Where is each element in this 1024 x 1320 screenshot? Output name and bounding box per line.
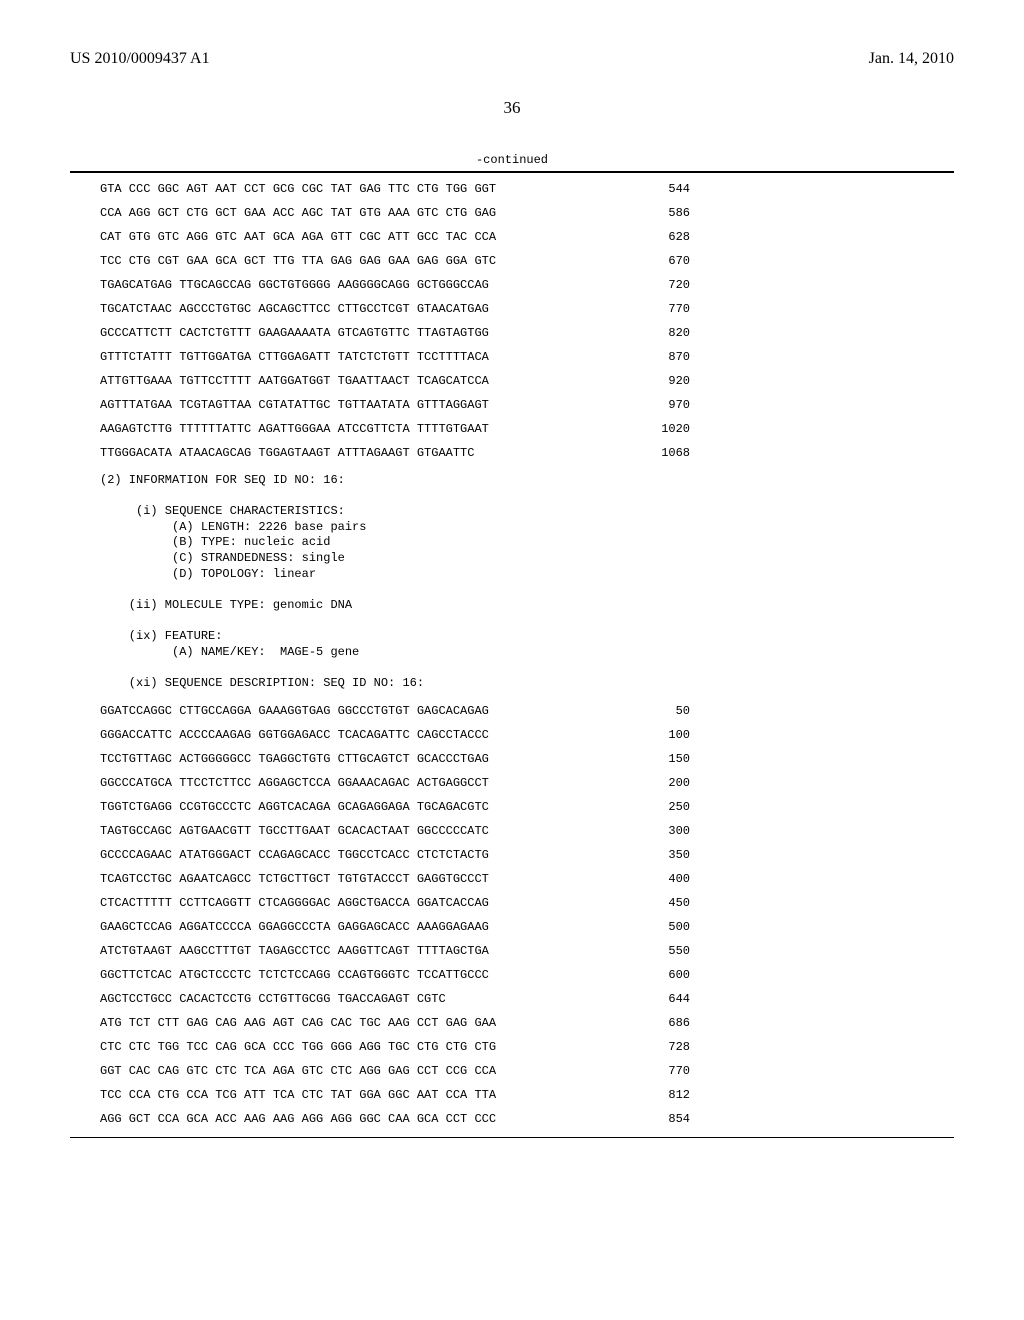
sequence-row: TCAGTCCTGC AGAATCAGCC TCTGCTTGCT TGTGTAC… [100, 873, 954, 885]
sequence-text: AGG GCT CCA GCA ACC AAG AAG AGG AGG GGC … [100, 1113, 620, 1125]
sequence-text: GTTTCTATTT TGTTGGATGA CTTGGAGATT TATCTCT… [100, 351, 620, 363]
sequence-row: TAGTGCCAGC AGTGAACGTT TGCCTTGAAT GCACACT… [100, 825, 954, 837]
sequence-position: 1068 [620, 447, 690, 459]
sequence-row: TTGGGACATA ATAACAGCAG TGGAGTAAGT ATTTAGA… [100, 447, 954, 459]
sequence-row: AGG GCT CCA GCA ACC AAG AAG AGG AGG GGC … [100, 1113, 954, 1125]
sequence-position: 150 [620, 753, 690, 765]
rule-bottom [70, 1137, 954, 1138]
sequence-position: 300 [620, 825, 690, 837]
sequence-row: GGGACCATTC ACCCCAAGAG GGTGGAGACC TCACAGA… [100, 729, 954, 741]
sequence-text: GCCCCAGAAC ATATGGGACT CCAGAGCACC TGGCCTC… [100, 849, 620, 861]
sequence-position: 628 [620, 231, 690, 243]
sequence-row: TGAGCATGAG TTGCAGCCAG GGCTGTGGGG AAGGGGC… [100, 279, 954, 291]
sequence-position: 1020 [620, 423, 690, 435]
sequence-row: ATG TCT CTT GAG CAG AAG AGT CAG CAC TGC … [100, 1017, 954, 1029]
sequence-row: GGT CAC CAG GTC CTC TCA AGA GTC CTC AGG … [100, 1065, 954, 1077]
sequence-position: 400 [620, 873, 690, 885]
sequence-position: 728 [620, 1041, 690, 1053]
sequence-text: TCAGTCCTGC AGAATCAGCC TCTGCTTGCT TGTGTAC… [100, 873, 620, 885]
sequence-row: CTCACTTTTT CCTTCAGGTT CTCAGGGGAC AGGCTGA… [100, 897, 954, 909]
sequence-text: AGTTTATGAA TCGTAGTTAA CGTATATTGC TGTTAAT… [100, 399, 620, 411]
sequence-position: 100 [620, 729, 690, 741]
sequence-text: CTC CTC TGG TCC CAG GCA CCC TGG GGG AGG … [100, 1041, 620, 1053]
sequence-text: GGGACCATTC ACCCCAAGAG GGTGGAGACC TCACAGA… [100, 729, 620, 741]
sequence-position: 500 [620, 921, 690, 933]
sequence-text: TGGTCTGAGG CCGTGCCCTC AGGTCACAGA GCAGAGG… [100, 801, 620, 813]
sequence-position: 770 [620, 303, 690, 315]
sequence-position: 644 [620, 993, 690, 1005]
sequence-position: 586 [620, 207, 690, 219]
sequence-row: CCA AGG GCT CTG GCT GAA ACC AGC TAT GTG … [100, 207, 954, 219]
publication-number: US 2010/0009437 A1 [70, 50, 210, 68]
sequence-row: GAAGCTCCAG AGGATCCCCA GGAGGCCCTA GAGGAGC… [100, 921, 954, 933]
sequence-position: 200 [620, 777, 690, 789]
sequence-position: 350 [620, 849, 690, 861]
sequence-text: GCCCATTCTT CACTCTGTTT GAAGAAAATA GTCAGTG… [100, 327, 620, 339]
sequence-text: ATTGTTGAAA TGTTCCTTTT AATGGATGGT TGAATTA… [100, 375, 620, 387]
sequence-position: 920 [620, 375, 690, 387]
page-number: 36 [70, 98, 954, 118]
sequence-text: TCC CTG CGT GAA GCA GCT TTG TTA GAG GAG … [100, 255, 620, 267]
sequence-row: GGATCCAGGC CTTGCCAGGA GAAAGGTGAG GGCCCTG… [100, 705, 954, 717]
sequence-text: CCA AGG GCT CTG GCT GAA ACC AGC TAT GTG … [100, 207, 620, 219]
sequence-text: ATCTGTAAGT AAGCCTTTGT TAGAGCCTCC AAGGTTC… [100, 945, 620, 957]
sequence-text: TTGGGACATA ATAACAGCAG TGGAGTAAGT ATTTAGA… [100, 447, 620, 459]
sequence-row: CTC CTC TGG TCC CAG GCA CCC TGG GGG AGG … [100, 1041, 954, 1053]
sequence-block-bottom: GGATCCAGGC CTTGCCAGGA GAAAGGTGAG GGCCCTG… [100, 705, 954, 1125]
sequence-position: 450 [620, 897, 690, 909]
sequence-text: GTA CCC GGC AGT AAT CCT GCG CGC TAT GAG … [100, 183, 620, 195]
sequence-text: GGT CAC CAG GTC CTC TCA AGA GTC CTC AGG … [100, 1065, 620, 1077]
sequence-row: TCC CTG CGT GAA GCA GCT TTG TTA GAG GAG … [100, 255, 954, 267]
sequence-text: GGCTTCTCAC ATGCTCCCTC TCTCTCCAGG CCAGTGG… [100, 969, 620, 981]
sequence-position: 870 [620, 351, 690, 363]
sequence-row: GTTTCTATTT TGTTGGATGA CTTGGAGATT TATCTCT… [100, 351, 954, 363]
sequence-text: TGAGCATGAG TTGCAGCCAG GGCTGTGGGG AAGGGGC… [100, 279, 620, 291]
sequence-row: CAT GTG GTC AGG GTC AAT GCA AGA GTT CGC … [100, 231, 954, 243]
sequence-row: TGCATCTAAC AGCCCTGTGC AGCAGCTTCC CTTGCCT… [100, 303, 954, 315]
sequence-text: TGCATCTAAC AGCCCTGTGC AGCAGCTTCC CTTGCCT… [100, 303, 620, 315]
sequence-row: ATTGTTGAAA TGTTCCTTTT AATGGATGGT TGAATTA… [100, 375, 954, 387]
sequence-position: 820 [620, 327, 690, 339]
sequence-text: GAAGCTCCAG AGGATCCCCA GGAGGCCCTA GAGGAGC… [100, 921, 620, 933]
sequence-row: AGTTTATGAA TCGTAGTTAA CGTATATTGC TGTTAAT… [100, 399, 954, 411]
sequence-position: 970 [620, 399, 690, 411]
sequence-position: 812 [620, 1089, 690, 1101]
sequence-text: GGATCCAGGC CTTGCCAGGA GAAAGGTGAG GGCCCTG… [100, 705, 620, 717]
sequence-text: AAGAGTCTTG TTTTTTATTC AGATTGGGAA ATCCGTT… [100, 423, 620, 435]
sequence-text: TCCTGTTAGC ACTGGGGGCC TGAGGCTGTG CTTGCAG… [100, 753, 620, 765]
sequence-text: GGCCCATGCA TTCCTCTTCC AGGAGCTCCA GGAAACA… [100, 777, 620, 789]
sequence-text: CTCACTTTTT CCTTCAGGTT CTCAGGGGAC AGGCTGA… [100, 897, 620, 909]
sequence-row: GCCCCAGAAC ATATGGGACT CCAGAGCACC TGGCCTC… [100, 849, 954, 861]
sequence-position: 600 [620, 969, 690, 981]
sequence-position: 550 [620, 945, 690, 957]
sequence-text: TCC CCA CTG CCA TCG ATT TCA CTC TAT GGA … [100, 1089, 620, 1101]
sequence-row: AAGAGTCTTG TTTTTTATTC AGATTGGGAA ATCCGTT… [100, 423, 954, 435]
sequence-row: GGCCCATGCA TTCCTCTTCC AGGAGCTCCA GGAAACA… [100, 777, 954, 789]
sequence-row: TCC CCA CTG CCA TCG ATT TCA CTC TAT GGA … [100, 1089, 954, 1101]
sequence-position: 854 [620, 1113, 690, 1125]
rule-top [70, 171, 954, 173]
sequence-block-top: GTA CCC GGC AGT AAT CCT GCG CGC TAT GAG … [100, 183, 954, 459]
sequence-position: 670 [620, 255, 690, 267]
sequence-position: 770 [620, 1065, 690, 1077]
sequence-row: GGCTTCTCAC ATGCTCCCTC TCTCTCCAGG CCAGTGG… [100, 969, 954, 981]
sequence-position: 50 [620, 705, 690, 717]
sequence-row: ATCTGTAAGT AAGCCTTTGT TAGAGCCTCC AAGGTTC… [100, 945, 954, 957]
sequence-row: AGCTCCTGCC CACACTCCTG CCTGTTGCGG TGACCAG… [100, 993, 954, 1005]
sequence-position: 544 [620, 183, 690, 195]
sequence-position: 250 [620, 801, 690, 813]
sequence-row: TCCTGTTAGC ACTGGGGGCC TGAGGCTGTG CTTGCAG… [100, 753, 954, 765]
sequence-row: GCCCATTCTT CACTCTGTTT GAAGAAAATA GTCAGTG… [100, 327, 954, 339]
sequence-row: GTA CCC GGC AGT AAT CCT GCG CGC TAT GAG … [100, 183, 954, 195]
sequence-row: TGGTCTGAGG CCGTGCCCTC AGGTCACAGA GCAGAGG… [100, 801, 954, 813]
sequence-text: ATG TCT CTT GAG CAG AAG AGT CAG CAC TGC … [100, 1017, 620, 1029]
sequence-position: 686 [620, 1017, 690, 1029]
sequence-position: 720 [620, 279, 690, 291]
publication-date: Jan. 14, 2010 [869, 50, 954, 68]
continued-label: -continued [70, 153, 954, 167]
sequence-text: AGCTCCTGCC CACACTCCTG CCTGTTGCGG TGACCAG… [100, 993, 620, 1005]
sequence-text: CAT GTG GTC AGG GTC AAT GCA AGA GTT CGC … [100, 231, 620, 243]
sequence-info-block: (2) INFORMATION FOR SEQ ID NO: 16: (i) S… [100, 473, 954, 691]
sequence-text: TAGTGCCAGC AGTGAACGTT TGCCTTGAAT GCACACT… [100, 825, 620, 837]
